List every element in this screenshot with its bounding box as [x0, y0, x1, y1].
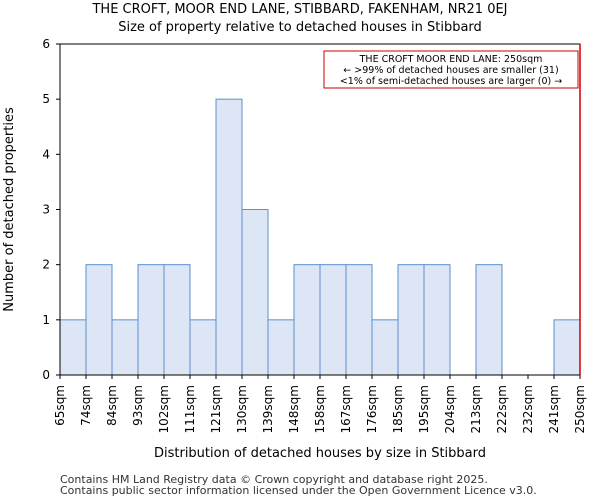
annotation-frame — [323, 50, 579, 89]
annotation-box: THE CROFT MOOR END LANE: 250sqm ← >99% o… — [323, 50, 579, 89]
x-tick-label: 65sqm — [53, 385, 67, 426]
bar-121sqm — [215, 98, 243, 376]
bar-167sqm — [345, 264, 373, 376]
x-tick-label: 102sqm — [157, 385, 171, 433]
x-tick-label: 195sqm — [417, 385, 431, 433]
bar-65sqm — [59, 319, 87, 376]
x-tick-label: 232sqm — [521, 385, 535, 433]
bar-130sqm — [241, 209, 269, 376]
x-tick-label: 121sqm — [209, 385, 223, 433]
y-tick-label: 6 — [42, 37, 50, 51]
y-axis-label: Number of detached properties — [2, 107, 17, 312]
annotation-line3: <1% of semi-detached houses are larger (… — [340, 76, 562, 87]
x-tick-label: 204sqm — [443, 385, 457, 433]
bar-241sqm — [553, 319, 581, 376]
x-tick-label: 213sqm — [469, 385, 483, 433]
x-tick-label: 176sqm — [365, 385, 379, 433]
annotation-line2: ← >99% of detached houses are smaller (3… — [343, 65, 558, 76]
axes-group: 0 1 2 3 4 5 6 65sqm 74sqm 84sqm 93sqm 102sqm 111sqm 1… — [42, 37, 587, 433]
y-tick-label: 5 — [42, 92, 50, 106]
bar-139sqm — [267, 319, 295, 376]
bar-213sqm — [475, 264, 503, 376]
x-tick-label: 222sqm — [495, 385, 509, 433]
bar-74sqm — [85, 264, 113, 376]
bar-93sqm — [137, 264, 165, 376]
chart-title-line2: Size of property relative to detached ho… — [118, 20, 482, 35]
bar-195sqm — [423, 264, 451, 376]
y-tick-label: 2 — [42, 258, 50, 272]
x-tick-label: 93sqm — [131, 385, 145, 426]
bar-84sqm — [111, 319, 139, 376]
y-tick-label: 3 — [42, 203, 50, 217]
footer-attribution-line2: Contains public sector information licen… — [60, 484, 537, 497]
x-tick-label: 139sqm — [261, 385, 275, 433]
x-tick-label: 84sqm — [105, 385, 119, 426]
x-tick-label: 185sqm — [391, 385, 405, 433]
y-tick-label: 1 — [42, 313, 50, 327]
bar-111sqm — [189, 319, 217, 376]
x-tick-label: 250sqm — [573, 385, 587, 433]
x-axis-label: Distribution of detached houses by size … — [154, 446, 486, 461]
bar-148sqm — [293, 264, 321, 376]
bar-158sqm — [319, 264, 347, 376]
annotation-line1: THE CROFT MOOR END LANE: 250sqm — [359, 54, 543, 65]
x-tick-label: 148sqm — [287, 385, 301, 433]
x-tick-label: 158sqm — [313, 385, 327, 433]
x-tick-label: 111sqm — [183, 385, 197, 433]
x-tick-label: 241sqm — [547, 385, 561, 433]
bars-group — [59, 98, 581, 376]
x-tick-label: 167sqm — [339, 385, 353, 433]
bar-185sqm — [397, 264, 425, 376]
y-tick-label: 0 — [42, 368, 50, 382]
x-tick-label: 130sqm — [235, 385, 249, 433]
chart-title-line1: THE CROFT, MOOR END LANE, STIBBARD, FAKE… — [92, 2, 508, 17]
x-tick-label: 74sqm — [79, 385, 93, 426]
footer-attribution-line1: Contains HM Land Registry data © Crown c… — [60, 473, 488, 486]
y-tick-label: 4 — [42, 147, 50, 161]
bar-102sqm — [163, 264, 191, 376]
bar-176sqm — [371, 319, 399, 376]
